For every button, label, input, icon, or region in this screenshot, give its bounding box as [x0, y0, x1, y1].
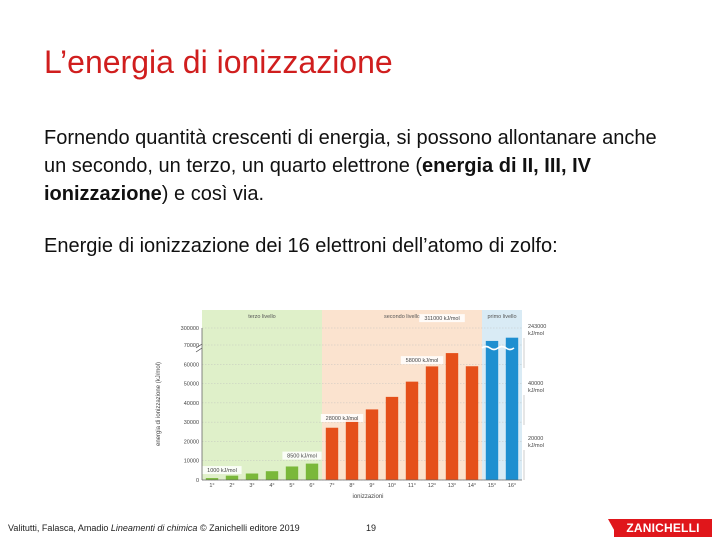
footer-authors: Valitutti, Falasca, Amadio [8, 523, 111, 533]
ionization-energy-chart: 0 10000 20000 30000 40000 50000 60000 70000 3000… [156, 310, 546, 500]
annotation-label: 28000 kJ/mol [326, 416, 359, 422]
side-label-value: 40000 [528, 381, 543, 387]
bar-11° [405, 381, 419, 480]
y-tick-label: 30000 [184, 420, 199, 426]
footer-publisher: © Zanichelli editore 2019 [197, 523, 300, 533]
publisher-logo: ZANICHELLI [614, 519, 712, 537]
x-axis-label: ionizzazioni [352, 494, 383, 500]
region-label: secondo livello [384, 314, 420, 320]
y-tick-label: 40000 [184, 401, 199, 407]
x-tick-label: 13° [448, 483, 456, 489]
x-tick-label: 8° [349, 483, 354, 489]
y-tick-label: 50000 [184, 382, 199, 388]
side-label-unit: kJ/mol [528, 443, 544, 449]
annotation-label: 1000 kJ/mol [207, 468, 237, 474]
x-tick-label: 11° [408, 483, 416, 489]
bar-2° [225, 475, 239, 480]
x-tick-label: 3° [249, 483, 254, 489]
side-label-unit: kJ/mol [528, 331, 544, 337]
y-tick-label: 0 [196, 478, 199, 484]
chart-caption: Energie di ionizzazione dei 16 elettroni… [44, 235, 558, 257]
bar-12° [425, 366, 439, 480]
y-tick-label: 70000 [184, 343, 199, 349]
bar-8° [345, 418, 359, 480]
x-tick-label: 10° [388, 483, 396, 489]
logo-notch [608, 519, 618, 537]
bar-14° [465, 366, 479, 480]
y-tick-label: 10000 [184, 459, 199, 465]
region-label: terzo livello [248, 314, 276, 320]
bar-10° [385, 396, 399, 480]
bar-7° [325, 427, 339, 480]
intro-text-end: ) e così via. [161, 183, 265, 205]
x-tick-label: 1° [209, 483, 214, 489]
x-tick-label: 4° [269, 483, 274, 489]
slide-title: L’energia di ionizzazione [44, 44, 393, 80]
x-tick-label: 2° [229, 483, 234, 489]
annotation-box [419, 314, 465, 323]
x-tick-label: 16° [508, 483, 516, 489]
annotation-box [202, 466, 242, 475]
x-tick-label: 12° [428, 483, 436, 489]
bar-annotations: 1000 kJ/mol 8500 kJ/mol 28000 kJ/mol 58000 … [202, 314, 465, 475]
bar-6° [305, 463, 319, 480]
side-label-unit: kJ/mol [528, 388, 544, 394]
bar-3° [245, 473, 259, 480]
side-label-value: 20000 [528, 436, 543, 442]
region-label: primo livello [487, 314, 516, 320]
bars [205, 337, 519, 480]
page-number: 19 [366, 523, 377, 533]
y-tick-labels: 0 10000 20000 30000 40000 50000 60000 70000 3000… [181, 326, 199, 484]
y-tick-label: 60000 [184, 362, 199, 368]
intro-text-start: Fornendo quantità crescenti di energia, … [44, 127, 657, 177]
bar-break-band [481, 345, 515, 351]
intro-paragraph: Fornendo quantità crescenti di energia, … [44, 124, 684, 208]
bar-9° [365, 409, 379, 480]
side-label-value: 243000 [528, 324, 546, 330]
y-tick-label: 300000 [181, 326, 199, 332]
intro-text-bold: energia di II, III, IV ionizzazione [44, 155, 591, 205]
x-tick-label: 7° [329, 483, 334, 489]
y-tick-label: 20000 [184, 439, 199, 445]
region-labels: terzo livello secondo livello primo livell… [248, 314, 516, 320]
annotation-box [282, 451, 322, 460]
x-tick-labels: 1° 2° 3° 4° 5° 6° 7° 8° 9° 10° 11° 12° 13° 14° 15° 16° [209, 483, 516, 489]
annotation-box [400, 356, 444, 365]
y-axis-label: energia di ionizzazione (kJ/mol) [156, 362, 162, 446]
annotation-box [320, 414, 364, 422]
bar-13° [445, 353, 459, 480]
x-tick-label: 6° [309, 483, 314, 489]
bar-16° [505, 337, 519, 480]
footer-book: Lineamenti di chimica [110, 523, 198, 533]
x-tick-label: 9° [369, 483, 374, 489]
x-tick-label: 15° [488, 483, 496, 489]
annotation-label: 311000 kJ/mol [424, 316, 459, 322]
bar-4° [265, 471, 279, 480]
bar-5° [285, 466, 299, 480]
x-tick-label: 5° [289, 483, 294, 489]
footer-credits: Valitutti, Falasca, Amadio Lineamenti di… [8, 523, 300, 533]
bar-1° [205, 478, 219, 480]
x-tick-label: 14° [468, 483, 476, 489]
annotation-label: 58000 kJ/mol [406, 358, 439, 364]
bar-15° [485, 340, 499, 480]
axis-break-mark [195, 343, 203, 353]
annotation-label: 8500 kJ/mol [287, 454, 317, 460]
